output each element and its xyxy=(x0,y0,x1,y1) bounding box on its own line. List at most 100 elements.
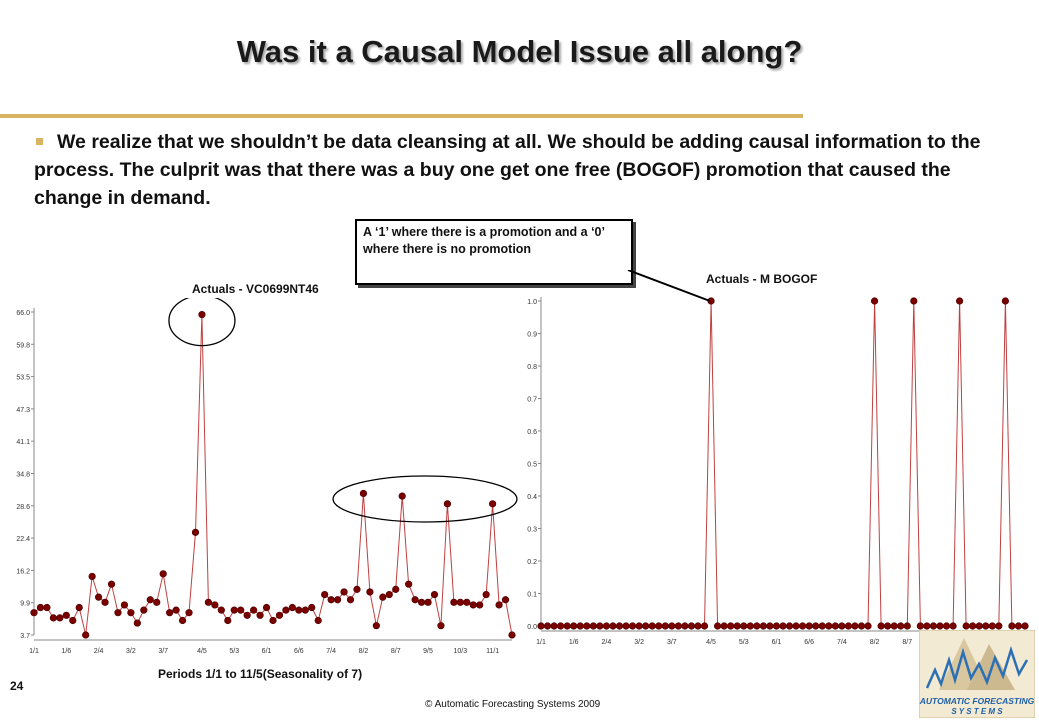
y-tick-label: 0.4 xyxy=(527,494,537,501)
data-point xyxy=(910,297,918,305)
data-point xyxy=(469,601,477,609)
data-point xyxy=(314,616,322,625)
data-point xyxy=(897,622,905,630)
y-tick-label: 1.0 xyxy=(527,299,537,306)
x-tick-label: 5/3 xyxy=(739,639,749,645)
data-point xyxy=(1008,622,1016,630)
data-point xyxy=(642,622,650,630)
chart-title-right: Actuals - M BOGOF xyxy=(706,272,818,286)
x-tick-label: 3/7 xyxy=(667,639,677,645)
x-tick-label: 3/7 xyxy=(158,648,168,655)
data-point xyxy=(936,622,944,630)
data-point xyxy=(857,622,866,630)
x-tick-label: 2/4 xyxy=(94,648,104,655)
chart-title-left: Actuals - VC0699NT46 xyxy=(192,282,319,296)
data-point xyxy=(785,622,794,630)
y-tick-label: 66.0 xyxy=(16,310,30,317)
data-point xyxy=(443,500,452,508)
data-point xyxy=(609,622,617,630)
x-tick-label: 5/3 xyxy=(229,648,239,655)
copyright: © Automatic Forecasting Systems 2009 xyxy=(425,699,601,710)
data-point xyxy=(740,622,748,630)
data-point xyxy=(884,622,892,630)
data-point xyxy=(766,622,774,630)
spike-annotation-circle xyxy=(168,298,236,347)
data-point xyxy=(674,622,682,630)
y-tick-label: 22.4 xyxy=(16,536,30,543)
data-point xyxy=(101,598,109,606)
data-point xyxy=(694,622,702,630)
data-point xyxy=(916,622,924,630)
data-point xyxy=(301,606,309,614)
data-point xyxy=(903,622,911,630)
callout-box: A ‘1’ where there is a promotion and a ‘… xyxy=(355,219,633,285)
y-tick-label: 53.5 xyxy=(16,375,30,382)
x-tick-label: 1/1 xyxy=(29,648,39,655)
data-point xyxy=(870,297,879,305)
x-tick-label: 4/5 xyxy=(706,639,716,645)
data-point xyxy=(501,596,510,604)
data-point xyxy=(56,614,64,622)
svg-text:S Y S T E M S: S Y S T E M S xyxy=(951,707,1003,716)
data-point xyxy=(596,622,604,630)
data-point xyxy=(753,622,761,630)
y-tick-label: 0.0 xyxy=(527,624,537,631)
data-point xyxy=(982,622,990,630)
data-point xyxy=(36,603,45,612)
data-point xyxy=(359,489,368,498)
chart-actuals-m-bogof: 0.0 0.1 0.2 0.3 0.4 0.5 0.6 0.7 0.8 0.9 1.0 1/1 1/6 2… xyxy=(527,297,1029,645)
x-tick-label: 11/1 xyxy=(486,648,499,655)
x-tick-label: 6/6 xyxy=(804,639,814,645)
data-point xyxy=(890,622,898,630)
y-tick-label: 59.8 xyxy=(16,342,30,349)
data-point xyxy=(178,616,187,625)
data-point xyxy=(563,622,571,630)
y-tick-label: 0.8 xyxy=(527,364,537,371)
data-point xyxy=(727,622,735,630)
data-point xyxy=(250,606,258,614)
data-point xyxy=(975,622,983,630)
data-point xyxy=(700,622,709,630)
x-tick-label: 4/5 xyxy=(197,648,207,655)
data-point xyxy=(622,622,630,630)
data-point xyxy=(648,622,656,630)
data-point xyxy=(398,492,406,500)
data-point xyxy=(204,598,213,606)
x-tick-label: 3/2 xyxy=(634,639,644,645)
y-tick-label: 0.1 xyxy=(527,592,537,599)
data-point xyxy=(1021,622,1029,630)
data-point xyxy=(262,603,271,612)
y-tick-label: 41.1 xyxy=(16,439,30,446)
data-point xyxy=(759,622,767,630)
data-point xyxy=(411,596,419,604)
data-point xyxy=(243,611,251,619)
data-point xyxy=(366,588,374,596)
data-point xyxy=(988,622,996,630)
x-tick-label: 6/1 xyxy=(772,639,782,645)
data-point xyxy=(308,603,316,612)
data-point xyxy=(275,611,284,619)
data-point xyxy=(191,528,200,536)
x-tick-label: 10/3 xyxy=(454,648,468,655)
data-point xyxy=(495,601,503,609)
data-point xyxy=(969,622,977,630)
data-point xyxy=(166,609,174,617)
data-point xyxy=(805,622,813,630)
data-point xyxy=(543,622,552,630)
data-point xyxy=(923,622,931,630)
data-point xyxy=(282,606,290,614)
data-point xyxy=(140,606,148,614)
data-point xyxy=(877,622,885,630)
data-point xyxy=(929,622,938,630)
x-tick-label: 6/6 xyxy=(294,648,304,655)
data-point xyxy=(49,614,57,622)
svg-text:AUTOMATIC FORECASTING: AUTOMATIC FORECASTING xyxy=(919,696,1035,706)
series-line xyxy=(33,314,513,636)
y-tick-label: 16.2 xyxy=(16,568,30,575)
data-point xyxy=(799,622,807,630)
data-point xyxy=(1014,622,1023,630)
y-tick-label: 0.9 xyxy=(527,332,537,339)
x-tick-label: 1/6 xyxy=(61,648,71,655)
title-divider xyxy=(0,114,803,118)
y-tick-label: 0.5 xyxy=(527,462,537,469)
